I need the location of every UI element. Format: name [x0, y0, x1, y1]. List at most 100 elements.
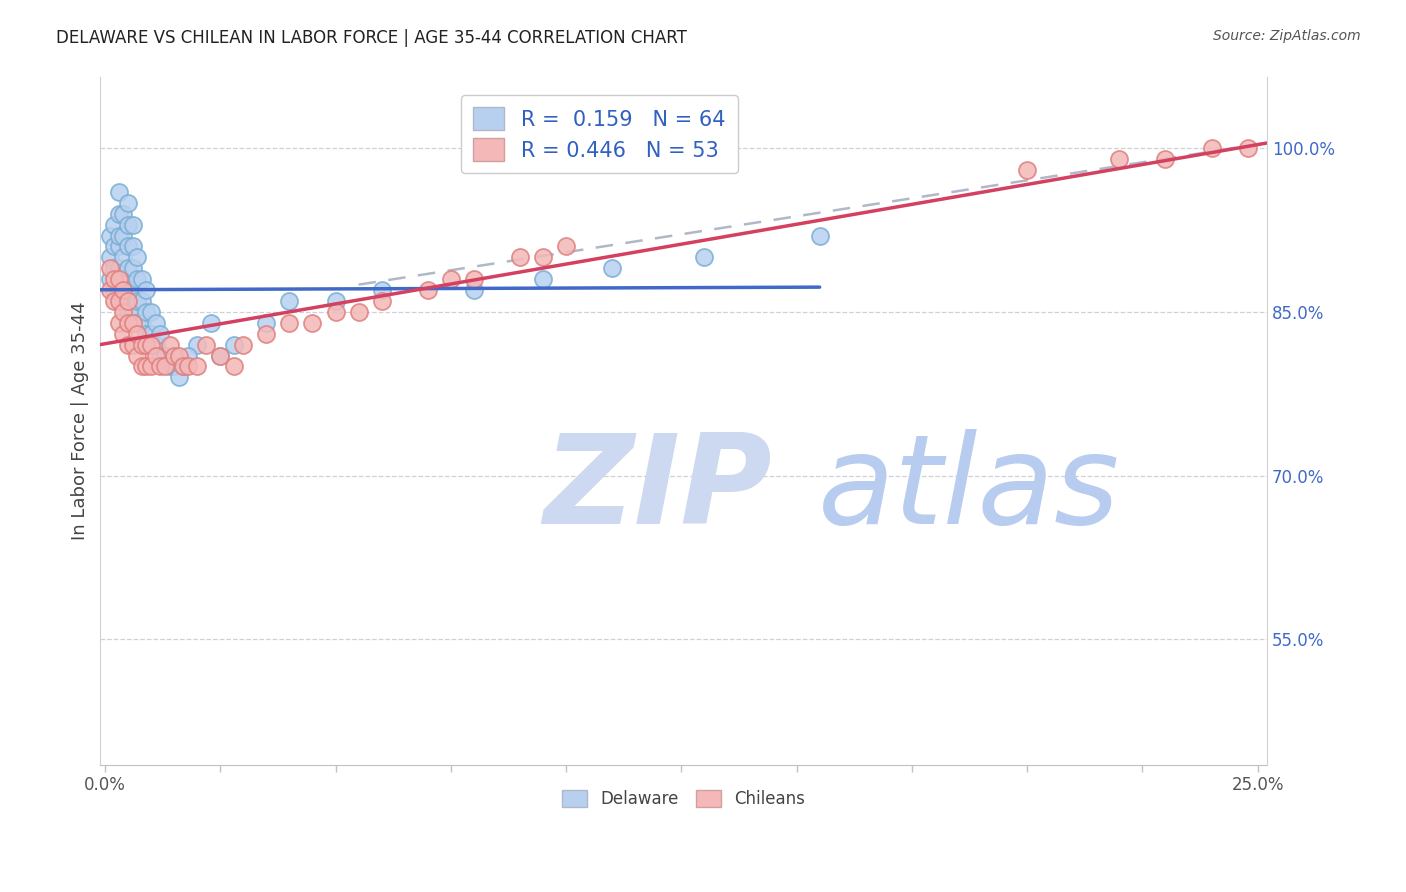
Point — [117, 195, 139, 210]
Point — [1154, 153, 1177, 167]
Point — [103, 239, 125, 253]
Point — [139, 305, 162, 319]
Text: DELAWARE VS CHILEAN IN LABOR FORCE | AGE 35-44 CORRELATION CHART: DELAWARE VS CHILEAN IN LABOR FORCE | AGE… — [56, 29, 688, 46]
Point — [103, 261, 125, 276]
Point — [131, 272, 153, 286]
Text: ZIP: ZIP — [544, 429, 772, 550]
Point — [209, 349, 232, 363]
Point — [209, 349, 232, 363]
Point — [1017, 163, 1039, 178]
Point — [440, 272, 463, 286]
Point — [103, 272, 125, 286]
Point — [1237, 141, 1260, 155]
Point — [98, 228, 121, 243]
Point — [693, 251, 716, 265]
Point — [98, 261, 121, 276]
Point — [135, 359, 157, 374]
Point — [222, 359, 245, 374]
Point — [112, 326, 135, 341]
Point — [159, 337, 181, 351]
Y-axis label: In Labor Force | Age 35-44: In Labor Force | Age 35-44 — [72, 301, 89, 541]
Point — [139, 337, 162, 351]
Point — [117, 283, 139, 297]
Point — [112, 283, 135, 297]
Point — [117, 261, 139, 276]
Point — [107, 185, 129, 199]
Point — [1201, 141, 1223, 155]
Point — [135, 283, 157, 297]
Point — [555, 239, 578, 253]
Point — [112, 272, 135, 286]
Point — [177, 359, 200, 374]
Point — [167, 370, 190, 384]
Point — [103, 293, 125, 308]
Point — [370, 283, 392, 297]
Point — [112, 293, 135, 308]
Point — [131, 337, 153, 351]
Point — [167, 349, 190, 363]
Point — [145, 349, 167, 363]
Point — [117, 293, 139, 308]
Point — [145, 316, 167, 330]
Point — [98, 251, 121, 265]
Point — [172, 359, 194, 374]
Point — [121, 218, 143, 232]
Point — [531, 272, 554, 286]
Point — [107, 239, 129, 253]
Point — [131, 293, 153, 308]
Point — [117, 305, 139, 319]
Point — [135, 337, 157, 351]
Point — [135, 326, 157, 341]
Point — [121, 261, 143, 276]
Point — [149, 349, 172, 363]
Point — [135, 305, 157, 319]
Point — [222, 337, 245, 351]
Point — [98, 283, 121, 297]
Point — [107, 272, 129, 286]
Point — [278, 293, 301, 308]
Point — [509, 251, 531, 265]
Point — [117, 316, 139, 330]
Point — [103, 283, 125, 297]
Point — [177, 349, 200, 363]
Point — [172, 359, 194, 374]
Point — [117, 218, 139, 232]
Point — [254, 316, 277, 330]
Point — [117, 337, 139, 351]
Point — [121, 283, 143, 297]
Point — [301, 316, 323, 330]
Point — [163, 349, 186, 363]
Point — [139, 359, 162, 374]
Point — [278, 316, 301, 330]
Point — [107, 283, 129, 297]
Point — [107, 228, 129, 243]
Point — [121, 305, 143, 319]
Point — [127, 326, 149, 341]
Point — [107, 316, 129, 330]
Point — [107, 207, 129, 221]
Point — [98, 272, 121, 286]
Point — [232, 337, 254, 351]
Point — [107, 293, 129, 308]
Point — [416, 283, 439, 297]
Point — [131, 359, 153, 374]
Point — [153, 349, 176, 363]
Point — [186, 359, 208, 374]
Point — [121, 337, 143, 351]
Point — [121, 239, 143, 253]
Point — [112, 251, 135, 265]
Point — [200, 316, 222, 330]
Point — [127, 316, 149, 330]
Point — [163, 359, 186, 374]
Point — [139, 326, 162, 341]
Point — [600, 261, 623, 276]
Point — [153, 359, 176, 374]
Point — [112, 305, 135, 319]
Point — [107, 261, 129, 276]
Legend: Delaware, Chileans: Delaware, Chileans — [555, 783, 811, 814]
Point — [149, 359, 172, 374]
Point — [186, 337, 208, 351]
Point — [325, 305, 347, 319]
Point — [117, 239, 139, 253]
Point — [112, 228, 135, 243]
